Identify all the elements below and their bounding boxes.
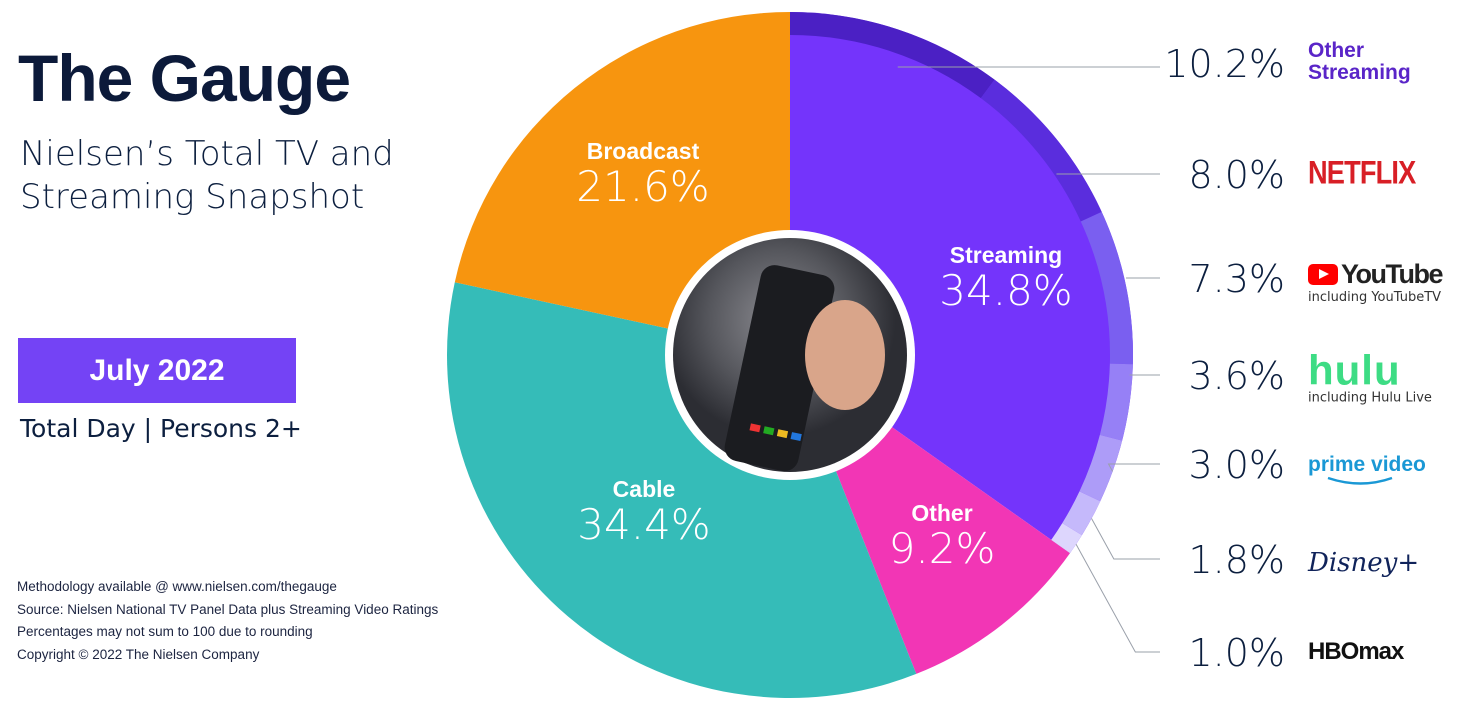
pct-hbo-max: 1.0% <box>1188 631 1285 675</box>
footnotes: Methodology available @ www.nielsen.com/… <box>17 576 438 666</box>
footnote: Copyright © 2022 The Nielsen Company <box>17 646 260 662</box>
audience-label: Total Day | Persons 2+ <box>20 414 302 443</box>
pct-hulu: 3.6% <box>1188 354 1285 398</box>
youtube-wordmark: YouTube <box>1341 259 1443 289</box>
remote-button <box>749 423 761 433</box>
ring-segment-netflix <box>980 79 1102 222</box>
pct-other-streaming: 10.2% <box>1164 42 1285 86</box>
logo-other-streaming: Other Streaming <box>1308 39 1411 84</box>
pct-youtube: 7.3% <box>1188 257 1285 301</box>
logo-prime-video: prime video <box>1308 453 1426 485</box>
amazon-smile-icon <box>1327 476 1393 485</box>
pct-disney-plus: 1.8% <box>1188 538 1285 582</box>
footnote: Source: Nielsen National TV Panel Data p… <box>17 601 439 617</box>
slice-label-broadcast: Broadcast 21.6% <box>576 138 709 209</box>
page-title: The Gauge <box>18 41 351 115</box>
logo-netflix: NETFLIX <box>1308 154 1416 191</box>
slice-name: Cable <box>612 476 676 502</box>
slice-name: Other <box>911 500 973 526</box>
footnote: Methodology available @ www.nielsen.com/… <box>17 579 337 594</box>
logo-disney-plus: Disney+ <box>1308 548 1420 578</box>
youtube-note: including YouTubeTV <box>1308 290 1442 305</box>
pct-netflix: 8.0% <box>1188 153 1285 197</box>
ring-segment-hbo-max <box>1051 523 1082 554</box>
page-subtitle: Nielsen’s Total TV and Streaming Snapsho… <box>20 134 394 217</box>
hulu-note: including Hulu Live <box>1308 390 1432 406</box>
slice-value: 34.8% <box>939 266 1073 315</box>
leader-line <box>1075 543 1160 653</box>
remote-button <box>763 426 775 436</box>
date-badge: July 2022 <box>18 338 296 403</box>
remote-button <box>790 432 802 442</box>
remote-button <box>776 429 789 439</box>
leader-line <box>1107 463 1160 472</box>
slice-value: 9.2% <box>888 524 996 573</box>
leader-line <box>1091 518 1160 560</box>
pct-prime-video: 3.0% <box>1188 443 1285 487</box>
remote-icon <box>724 265 835 472</box>
slice-value: 21.6% <box>576 162 710 211</box>
slice-label-cable: Cable 34.4% <box>577 476 710 547</box>
slice-label-streaming: Streaming 34.8% <box>939 242 1072 313</box>
slice-name: Broadcast <box>586 138 700 164</box>
slice-label-other: Other 9.2% <box>889 500 996 571</box>
slice-value: 34.4% <box>577 500 711 549</box>
youtube-play-icon <box>1308 264 1338 285</box>
ring-segment-hulu <box>1099 363 1133 441</box>
slice-name: Streaming <box>949 242 1063 268</box>
hand-icon <box>805 300 885 410</box>
ring-segment-other-streaming <box>790 12 995 99</box>
ring-segment-prime-video <box>1079 434 1123 502</box>
logo-hbo-max: HBOmax <box>1308 638 1404 665</box>
ring-segment-disney- <box>1062 491 1101 536</box>
footnote: Percentages may not sum to 100 due to ro… <box>17 624 313 639</box>
prime-wordmark: prime video <box>1308 453 1426 476</box>
logo-hulu: hulu including Hulu Live <box>1308 346 1432 406</box>
hulu-wordmark: hulu <box>1308 346 1401 394</box>
ring-segment-youtube <box>1080 211 1133 365</box>
logo-youtube: YouTube including YouTubeTV <box>1308 259 1443 305</box>
